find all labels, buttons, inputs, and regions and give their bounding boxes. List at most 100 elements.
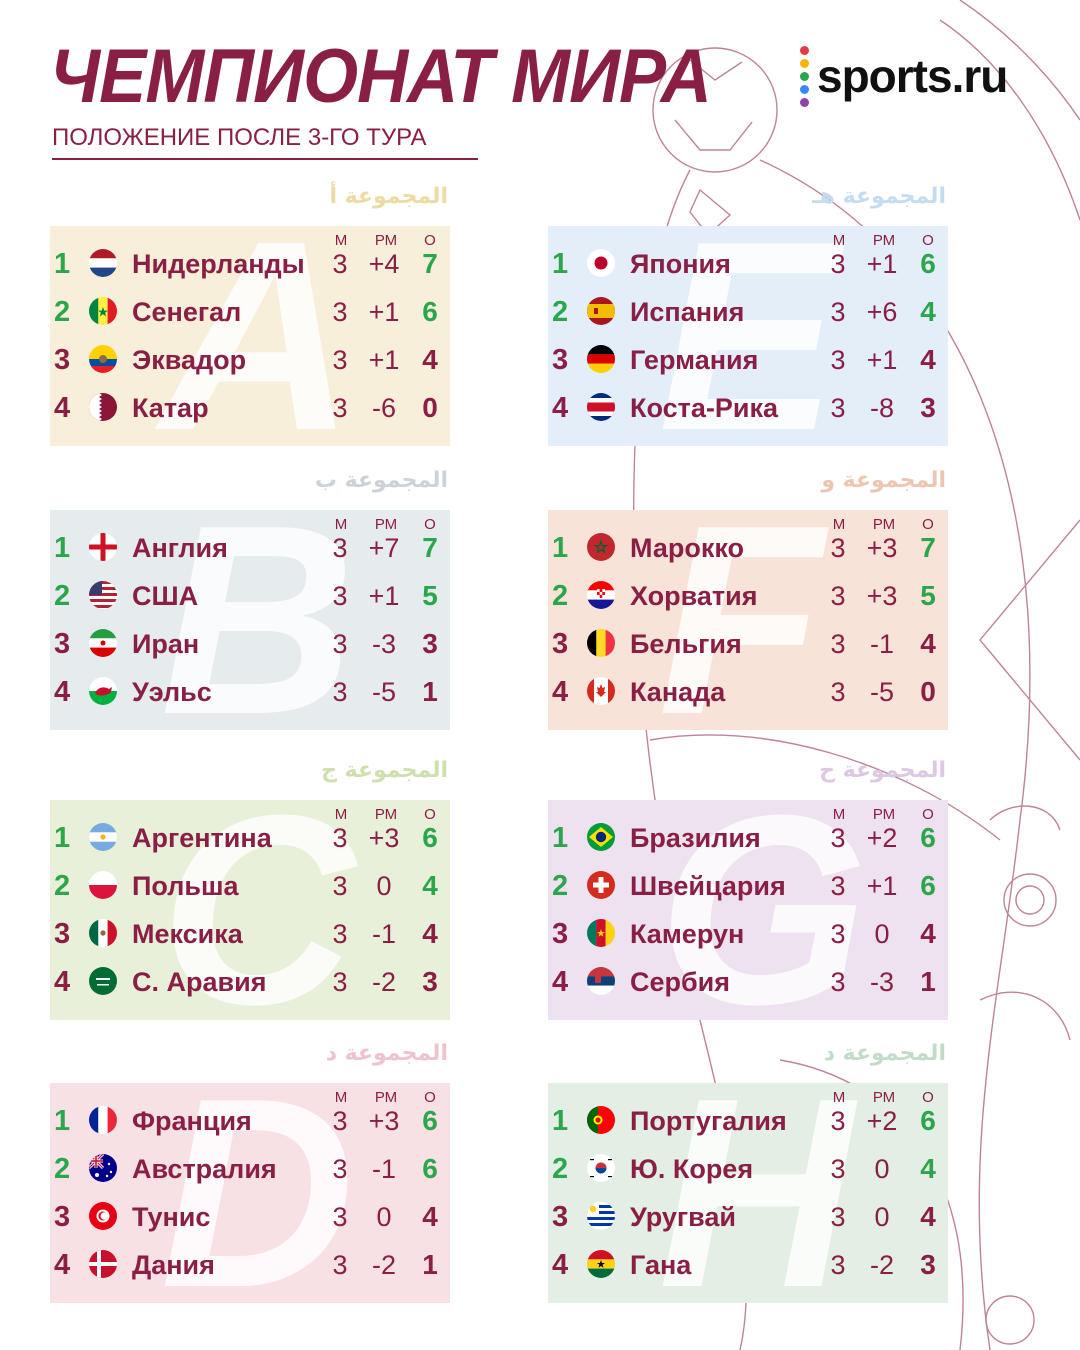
group-label: المجموعة ج	[321, 758, 448, 783]
team-name: Португалия	[630, 1106, 787, 1136]
flag-usa-icon	[89, 581, 117, 609]
group-label: المجموعة أ	[329, 184, 448, 209]
team-name: Англия	[132, 533, 228, 563]
column-header-m: М	[334, 232, 348, 249]
goal-difference: 0	[874, 1202, 890, 1232]
group-c: المجموعة ج C М РМ О 1 Аргентина 3 +3 6 2 Польша 3 0 4 3…	[50, 756, 450, 1020]
team-name: Ю. Корея	[630, 1154, 754, 1184]
flag-japan-icon	[587, 249, 615, 277]
position-number: 4	[552, 392, 569, 424]
table-row: 1 Франция 3 +3 6	[50, 1097, 450, 1145]
table-row: 1 Аргентина 3 +3 6	[50, 814, 450, 862]
points: 4	[422, 1201, 438, 1232]
table-row: 3 Мексика 3 -1 4	[50, 910, 450, 958]
points: 0	[920, 676, 936, 707]
flag-denmark-icon	[89, 1250, 117, 1278]
team-name: Германия	[630, 345, 759, 375]
flag-serbia-icon	[587, 967, 615, 995]
points: 4	[422, 344, 438, 375]
flag-iran-icon	[89, 629, 117, 657]
table-row: 1 Англия 3 +7 7	[50, 524, 450, 572]
table-row: 3 Германия 3 +1 4	[548, 336, 948, 384]
points: 7	[422, 532, 438, 563]
position-number: 1	[552, 822, 569, 854]
goal-difference: 0	[376, 871, 392, 901]
table-row: 3 Уругвай 3 0 4	[548, 1193, 948, 1241]
group-label: المجموعة د	[823, 1041, 946, 1066]
matches-played: 3	[332, 533, 348, 563]
matches-played: 3	[830, 345, 846, 375]
table-row: 1 Япония 3 +1 6	[548, 240, 948, 288]
goal-difference: -8	[869, 393, 894, 423]
position-number: 1	[54, 1105, 71, 1137]
position-number: 3	[552, 1201, 569, 1233]
position-number: 4	[54, 392, 71, 424]
goal-difference: 0	[874, 919, 890, 949]
table-row: 2 Испания 3 +6 4	[548, 288, 948, 336]
position-number: 3	[552, 918, 569, 950]
matches-played: 3	[332, 345, 348, 375]
flag-uruguay-icon	[587, 1202, 615, 1230]
table-row: 3 Бельгия 3 -1 4	[548, 620, 948, 668]
table-row: 4 Катар 3 -6 0	[50, 384, 450, 432]
team-name: Бразилия	[630, 823, 761, 853]
matches-played: 3	[332, 249, 348, 279]
position-number: 2	[54, 296, 71, 328]
position-number: 1	[552, 1105, 569, 1137]
points: 3	[920, 392, 936, 423]
goal-difference: +2	[866, 823, 898, 853]
goal-difference: 0	[874, 1154, 890, 1184]
position-number: 2	[552, 296, 569, 328]
column-header-rm: РМ	[374, 232, 398, 249]
table-row: 4 Уэльс 3 -5 1	[50, 668, 450, 716]
column-header-rm: РМ	[872, 516, 896, 533]
points: 6	[422, 1105, 438, 1136]
matches-played: 3	[332, 919, 348, 949]
flag-mexico-icon	[89, 919, 117, 947]
group-e: المجموعة هـ E М РМ О 1 Япония 3 +1 6 2 Испания 3 +6 4 3…	[548, 182, 948, 446]
column-header-rm: РМ	[374, 1089, 398, 1106]
goal-difference: -1	[371, 919, 396, 949]
position-number: 3	[552, 344, 569, 376]
goal-difference: +3	[368, 1106, 400, 1136]
team-name: Уругвай	[630, 1202, 737, 1232]
column-header-o: О	[424, 516, 436, 533]
team-name: Сенегал	[132, 297, 242, 327]
points: 4	[920, 1201, 936, 1232]
column-header-rm: РМ	[872, 232, 896, 249]
group-label: المجموعة و	[821, 468, 946, 493]
goal-difference: -2	[371, 1250, 396, 1280]
table-row: 2 Польша 3 0 4	[50, 862, 450, 910]
group-a: المجموعة أ A М РМ О 1 Нидерланды 3 +4 7 2 Сенегал 3 +…	[50, 182, 450, 446]
matches-played: 3	[332, 677, 348, 707]
group-letter-watermark: B	[160, 510, 355, 730]
points: 7	[422, 248, 438, 279]
column-header-o: О	[922, 232, 934, 249]
points: 6	[920, 248, 936, 279]
flag-belgium-icon	[587, 629, 615, 657]
table-row: 2 Ю. Корея 3 0 4	[548, 1145, 948, 1193]
matches-played: 3	[332, 581, 348, 611]
group-h: المجموعة د H М РМ О 1 Португалия 3 +2 6 2 Ю. Корея 3…	[548, 1039, 948, 1303]
position-number: 4	[552, 966, 569, 998]
table-row: 4 Канада 3 -5 0	[548, 668, 948, 716]
flag-netherlands-icon	[89, 249, 117, 277]
group-letter-watermark: C	[160, 800, 355, 1020]
flag-qatar-icon	[89, 393, 117, 421]
team-name: Япония	[630, 249, 731, 279]
flag-saudi-arabia-icon	[89, 967, 117, 995]
goal-difference: -1	[371, 1154, 396, 1184]
matches-played: 3	[830, 297, 846, 327]
goal-difference: +7	[368, 533, 400, 563]
flag-costa-rica-icon	[587, 393, 615, 421]
flag-south-korea-icon	[587, 1154, 615, 1182]
goal-difference: +1	[866, 345, 898, 375]
column-header-o: О	[922, 1089, 934, 1106]
position-number: 4	[54, 1249, 71, 1281]
column-header-m: М	[832, 806, 846, 823]
points: 3	[422, 966, 438, 997]
position-number: 2	[54, 1153, 71, 1185]
column-header-rm: РМ	[374, 516, 398, 533]
group-letter-watermark: E	[658, 226, 839, 446]
goal-difference: -6	[371, 393, 396, 423]
